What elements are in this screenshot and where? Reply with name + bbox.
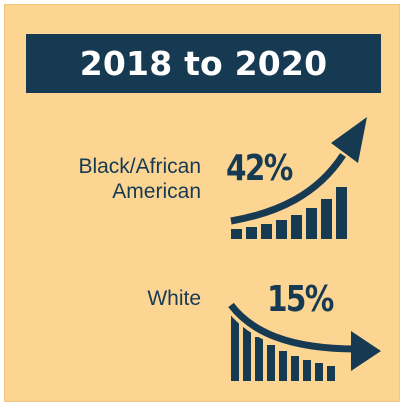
group-label-line-2: American bbox=[112, 180, 201, 203]
title-banner: 2018 to 2020 bbox=[26, 34, 381, 93]
infographic-card: 2018 to 2020 Black/African American 42% … bbox=[4, 4, 400, 402]
falling-bar-arrow-icon bbox=[227, 302, 381, 381]
group-label-black-african-american: Black/African American bbox=[25, 154, 201, 204]
group-label-white: White bbox=[147, 287, 201, 310]
percent-black-african-american: 42% bbox=[226, 148, 293, 189]
group-label-line-1: Black/African bbox=[78, 155, 201, 178]
rising-bar-arrow-icon bbox=[227, 117, 367, 239]
percent-white: 15% bbox=[267, 279, 334, 320]
